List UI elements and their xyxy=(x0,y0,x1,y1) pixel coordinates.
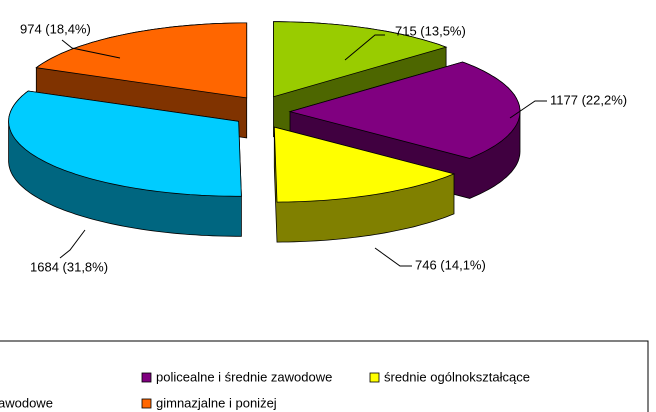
pie-slice xyxy=(273,126,456,243)
leader-line xyxy=(344,34,385,61)
legend-swatch xyxy=(141,398,152,409)
data-label: 715 (13,5%) xyxy=(395,23,466,38)
data-label: 746 (14,1%) xyxy=(415,257,486,272)
legend-label: awodowe xyxy=(0,395,53,410)
leader-line xyxy=(61,39,121,59)
legend-swatch xyxy=(369,372,380,383)
leader-line xyxy=(509,100,547,119)
leader-line xyxy=(374,247,412,267)
legend-label: gimnazjalne i poniżej xyxy=(156,395,277,410)
leader-line xyxy=(59,229,86,259)
legend-swatch xyxy=(141,372,152,383)
slice-top xyxy=(35,22,248,99)
data-label: 1684 (31,8%) xyxy=(30,259,108,274)
slice-top xyxy=(288,61,521,159)
data-label: 974 (18,4%) xyxy=(20,21,91,36)
slice-top xyxy=(273,126,456,203)
legend-box xyxy=(0,340,649,412)
pie-slice xyxy=(8,90,242,237)
slice-top xyxy=(8,90,242,197)
legend-label: średnie ogólnokształcące xyxy=(384,369,530,384)
slice-top xyxy=(273,21,448,98)
legend-label: policealne i średnie zawodowe xyxy=(156,369,332,384)
data-label: 1177 (22,2%) xyxy=(550,92,627,107)
